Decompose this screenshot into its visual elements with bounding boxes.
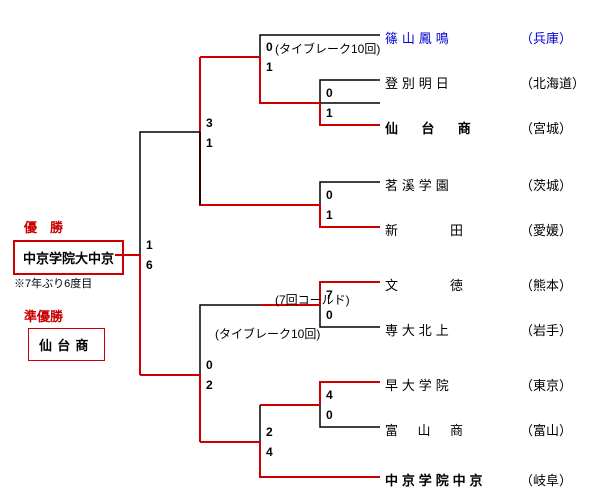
score: 1 — [326, 106, 333, 120]
team-4: 茗溪学園 — [385, 175, 495, 194]
team-1-pref: （兵庫） — [520, 28, 572, 47]
team-6: 文徳 — [385, 275, 515, 294]
runnerup-label: 準優勝 — [24, 306, 63, 325]
team-9: 富山商 — [385, 420, 483, 439]
team-1: 篠山鳳鳴 — [385, 28, 495, 47]
score: 1 — [266, 60, 273, 74]
team-3: 仙台商 — [385, 118, 494, 137]
score: 0 — [326, 86, 333, 100]
team-6-pref: （熊本） — [520, 275, 572, 294]
score: 2 — [266, 425, 273, 439]
winner-note: ※7年ぶり6度目 — [14, 275, 92, 291]
score: 4 — [266, 445, 273, 459]
team-10-pref: （岐阜） — [520, 470, 572, 489]
team-5-pref: （愛媛） — [520, 220, 572, 239]
winner-box: 中京学院大中京 — [13, 240, 124, 275]
score: 0 — [326, 408, 333, 422]
team-7: 専大北上 — [385, 320, 495, 339]
runnerup-box: 仙台商 — [28, 328, 105, 361]
note-tiebreak-1: (タイブレーク10回) — [275, 40, 380, 57]
score: 2 — [206, 378, 213, 392]
score: 6 — [146, 258, 153, 272]
note-cold: (7回コールド) — [275, 291, 350, 308]
team-2-pref: （北海道） — [520, 73, 585, 92]
score: 0 — [206, 358, 213, 372]
winner-label: 優 勝 — [24, 217, 63, 236]
team-3-pref: （宮城） — [520, 118, 572, 137]
team-7-pref: （岩手） — [520, 320, 572, 339]
team-10: 中京学院中京 — [385, 470, 495, 489]
score: 0 — [326, 308, 333, 322]
team-5: 新田 — [385, 220, 515, 239]
team-9-pref: （富山） — [520, 420, 572, 439]
score: 1 — [326, 208, 333, 222]
score: 0 — [326, 188, 333, 202]
score: 4 — [326, 388, 333, 402]
team-8-pref: （東京） — [520, 375, 572, 394]
team-8: 早大学院 — [385, 375, 495, 394]
score: 1 — [206, 136, 213, 150]
score: 0 — [266, 40, 273, 54]
team-4-pref: （茨城） — [520, 175, 572, 194]
score: 1 — [146, 238, 153, 252]
note-tiebreak-2: (タイブレーク10回) — [215, 325, 320, 342]
team-2: 登別明日 — [385, 73, 495, 92]
score: 3 — [206, 116, 213, 130]
